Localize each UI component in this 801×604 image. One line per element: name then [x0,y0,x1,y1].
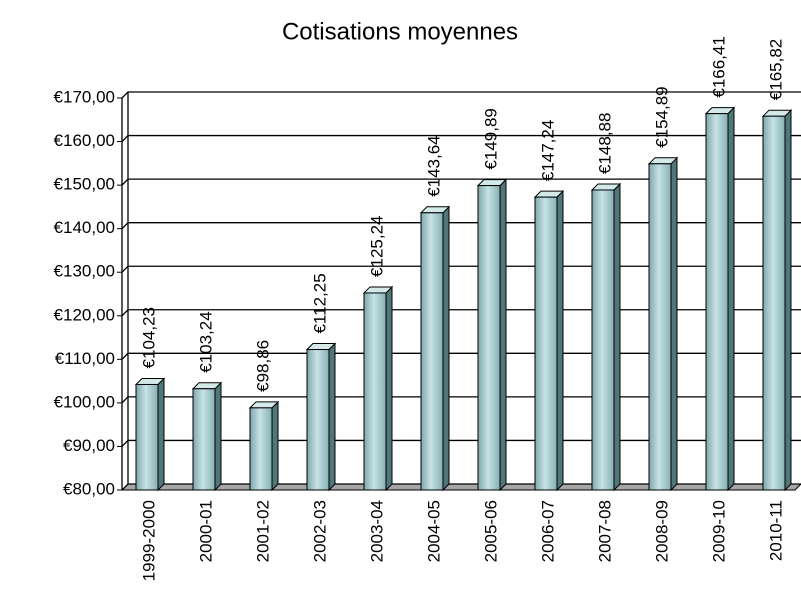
bar [762,115,786,491]
value-label: €104,23 [139,307,158,368]
x-tick-label: 2010-11 [766,500,785,561]
x-tick-label: 1999-2000 [139,500,158,581]
bar-side [271,400,279,492]
floor [120,483,801,491]
x-tick-label: 2003-04 [367,500,386,562]
bar [705,113,729,491]
value-label: €166,41 [709,36,728,97]
bar-side [442,205,450,492]
value-label: €125,24 [367,216,386,277]
y-tick-label: €130,00 [54,262,115,281]
x-tick-label: 2006-07 [538,500,557,562]
grid-line [121,309,801,317]
y-tick-label: €110,00 [55,349,115,368]
x-tick-label: 2007-08 [595,500,614,562]
bar-side [784,108,792,492]
y-tick-label: €90,00 [63,436,115,455]
value-label: €165,82 [766,39,785,100]
bar [306,349,330,491]
bar-side [157,377,165,492]
y-tick-label: €150,00 [54,175,115,194]
bar-side [499,178,507,492]
bar-side [328,342,336,492]
bar [192,388,216,491]
x-tick-label: 2002-03 [310,500,329,562]
grid-line [121,439,801,447]
y-tick-label: €120,00 [54,305,115,324]
y-tick-label: €160,00 [54,131,115,150]
bar [591,189,615,491]
bar [648,163,672,491]
x-tick-label: 2004-05 [424,500,443,562]
bar-side [556,189,564,492]
value-label: €103,24 [196,311,215,372]
bar [477,185,501,491]
bar-side [670,156,678,492]
value-label: €112,25 [310,273,329,333]
x-tick-label: 2009-10 [709,500,728,562]
x-tick-label: 2001-02 [253,500,272,562]
bar-side [385,285,393,492]
value-label: €154,89 [652,86,671,147]
bar [363,292,387,491]
grid-line [121,91,801,99]
chart-title: Cotisations moyennes [282,18,518,45]
x-tick-label: 2008-09 [652,500,671,562]
value-label: €147,24 [538,120,557,181]
y-tick-label: €170,00 [54,87,115,106]
y-tick-label: €140,00 [54,218,115,237]
grid-line [121,265,801,273]
grid-line [121,134,801,143]
bar [249,407,273,491]
bar-side [214,381,222,492]
bar [534,196,558,491]
grid-line [121,222,801,230]
bar-side [613,182,621,492]
value-label: €148,88 [595,113,614,174]
x-tick-label: 2000-01 [196,500,215,562]
bar-side [727,106,735,492]
grid-line [121,352,801,360]
x-tick-label: 2005-06 [481,500,500,562]
value-label: €149,89 [481,108,500,169]
y-tick-label: €100,00 [54,392,115,411]
bar [135,383,159,491]
bar [420,212,444,491]
value-label: €143,64 [424,135,443,196]
y-tick-label: €80,00 [63,479,115,498]
grid-line [121,396,801,404]
value-label: €98,86 [253,340,272,392]
grid-line [121,178,801,186]
